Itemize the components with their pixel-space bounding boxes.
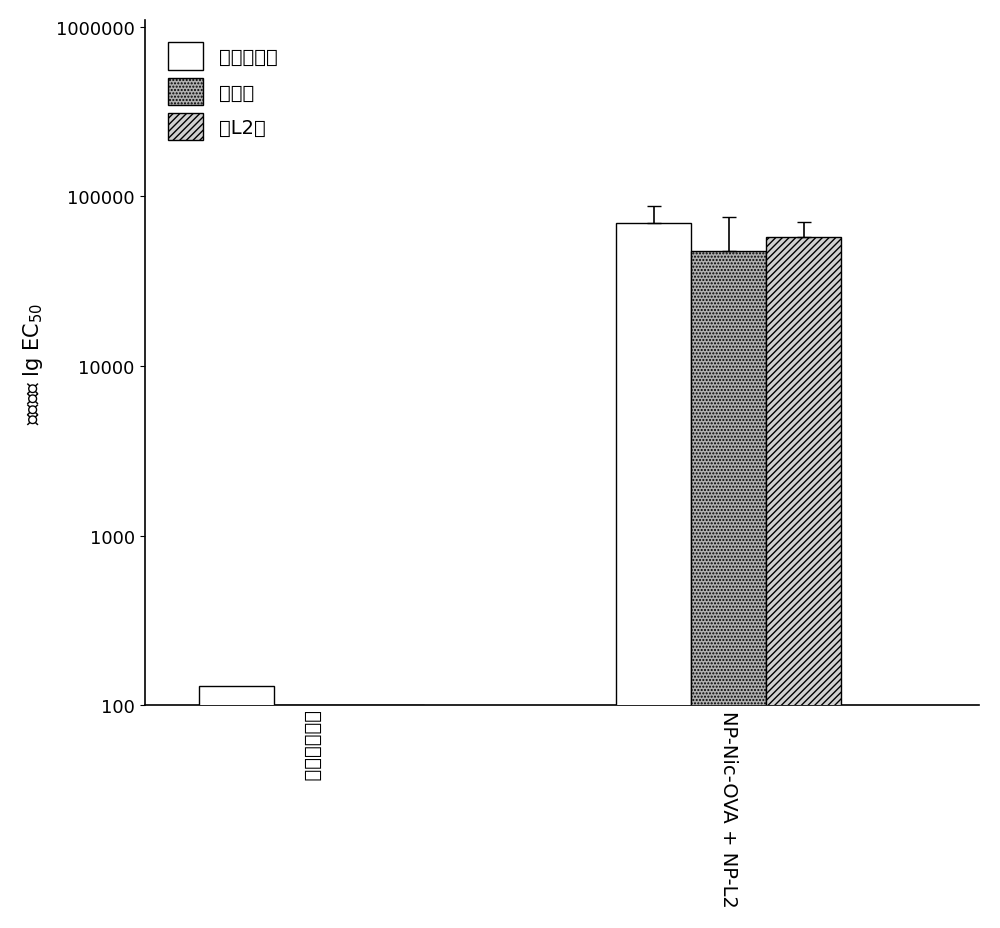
Bar	[616, 224, 691, 928]
Bar	[766, 238, 841, 928]
Bar	[274, 705, 349, 928]
Bar	[691, 251, 766, 928]
Bar	[199, 687, 274, 928]
Bar	[349, 705, 424, 928]
Y-axis label: 抗体滴度 lg EC$_{50}$: 抗体滴度 lg EC$_{50}$	[21, 303, 45, 424]
Legend: 抗卯白蛋白, 抗烟碌, 抗L2肽: 抗卯白蛋白, 抗烟碌, 抗L2肽	[163, 37, 284, 147]
